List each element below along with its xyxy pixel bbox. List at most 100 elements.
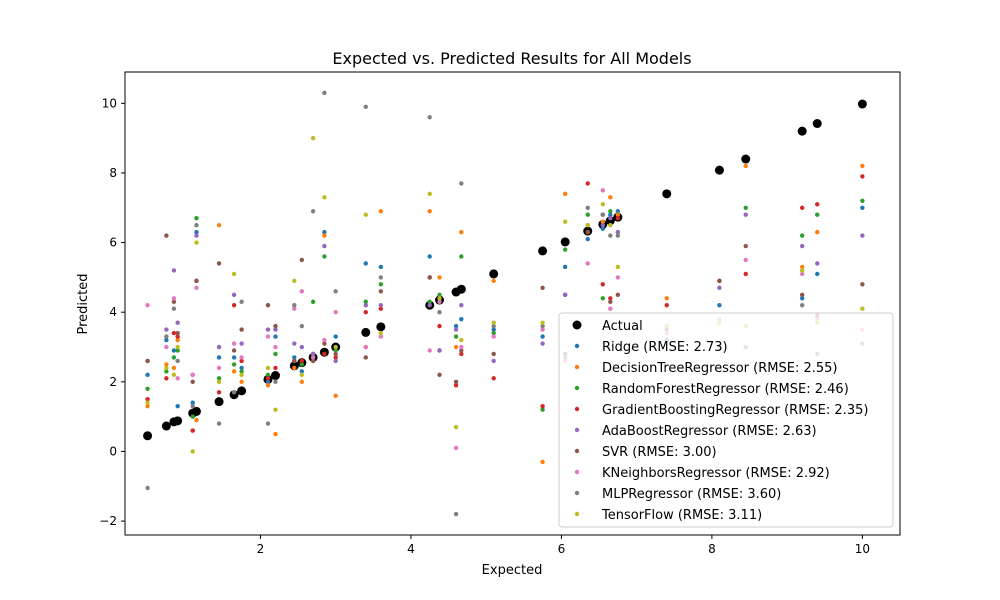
x-tick-label: 4 (407, 542, 415, 556)
actual-point (662, 189, 672, 199)
prediction-point (273, 379, 278, 385)
prediction-point (333, 393, 338, 398)
legend-marker (574, 343, 580, 349)
legend-marker (574, 406, 580, 412)
prediction-point (378, 275, 384, 280)
prediction-point (615, 216, 621, 221)
prediction-point (378, 289, 384, 294)
prediction-point (310, 358, 316, 364)
prediction-point (216, 222, 222, 228)
prediction-point (608, 209, 613, 214)
prediction-point (437, 275, 442, 280)
prediction-point (562, 264, 568, 270)
prediction-point (459, 181, 464, 186)
prediction-point (860, 282, 865, 287)
prediction-point (860, 163, 865, 169)
prediction-point (562, 292, 568, 297)
prediction-point (378, 330, 384, 336)
prediction-point (175, 344, 180, 350)
y-axis-ticks: −2 0 2 4 6 8 10 (99, 96, 125, 528)
prediction-point (273, 431, 278, 437)
y-tick-label: 6 (109, 236, 117, 250)
prediction-point (860, 174, 865, 179)
prediction-point (799, 296, 805, 301)
prediction-point (333, 351, 338, 357)
prediction-point (292, 278, 297, 284)
legend-entry: SVR (RMSE: 3.00) (602, 445, 717, 460)
prediction-point (378, 306, 384, 311)
prediction-point (427, 209, 432, 214)
prediction-point (265, 383, 271, 388)
prediction-point (600, 296, 605, 301)
prediction-point (239, 327, 244, 332)
prediction-point (190, 428, 195, 433)
prediction-point (299, 257, 305, 263)
prediction-point (239, 369, 244, 374)
prediction-point (453, 383, 459, 388)
prediction-point (273, 365, 278, 371)
prediction-point (231, 348, 237, 353)
prediction-point (459, 316, 464, 322)
prediction-point (322, 254, 327, 259)
prediction-point (799, 233, 805, 238)
prediction-point (231, 362, 237, 367)
data-points (143, 90, 867, 517)
prediction-point (231, 303, 237, 308)
legend-marker (574, 469, 580, 475)
y-tick-label: −2 (99, 514, 117, 528)
prediction-point (171, 355, 177, 360)
prediction-point (585, 236, 590, 242)
prediction-point (540, 323, 545, 329)
prediction-point (799, 264, 805, 270)
prediction-point (378, 282, 384, 287)
prediction-point (860, 198, 865, 204)
prediction-point (231, 271, 237, 277)
prediction-point (453, 424, 459, 430)
prediction-point (743, 163, 748, 169)
prediction-point (615, 229, 621, 235)
prediction-point (231, 292, 237, 297)
prediction-point (310, 355, 316, 360)
prediction-point (815, 212, 820, 217)
prediction-point (292, 306, 297, 311)
prediction-point (333, 334, 338, 339)
prediction-point (799, 205, 805, 210)
y-tick-label: 2 (109, 375, 117, 389)
prediction-point (310, 209, 316, 214)
prediction-point (815, 271, 820, 277)
legend-entry: AdaBoostRegressor (RMSE: 2.63) (602, 424, 817, 439)
prediction-point (585, 229, 590, 235)
prediction-point (216, 390, 222, 395)
prediction-point (437, 292, 442, 297)
prediction-point (333, 344, 338, 350)
prediction-point (491, 376, 496, 381)
prediction-point (322, 233, 327, 238)
prediction-point (378, 209, 384, 214)
prediction-point (427, 299, 432, 304)
prediction-point (491, 334, 496, 339)
prediction-point (600, 212, 605, 217)
prediction-point (194, 216, 199, 221)
prediction-point (491, 278, 496, 284)
legend-entry: TensorFlow (RMSE: 3.11) (601, 508, 762, 523)
prediction-point (437, 299, 442, 304)
prediction-point (194, 229, 199, 235)
prediction-point (265, 303, 271, 308)
prediction-point (231, 355, 237, 360)
prediction-point (363, 261, 368, 266)
prediction-point (175, 348, 180, 353)
prediction-point (333, 355, 338, 360)
prediction-point (585, 212, 590, 217)
prediction-point (585, 261, 590, 266)
prediction-point (273, 327, 278, 332)
prediction-point (145, 358, 150, 364)
prediction-point (239, 355, 244, 360)
prediction-point (600, 226, 605, 231)
prediction-point (799, 243, 805, 249)
actual-point (812, 119, 822, 129)
prediction-point (743, 212, 748, 217)
prediction-point (164, 376, 169, 381)
prediction-point (427, 254, 432, 259)
prediction-point (615, 212, 621, 217)
prediction-point (491, 330, 496, 336)
